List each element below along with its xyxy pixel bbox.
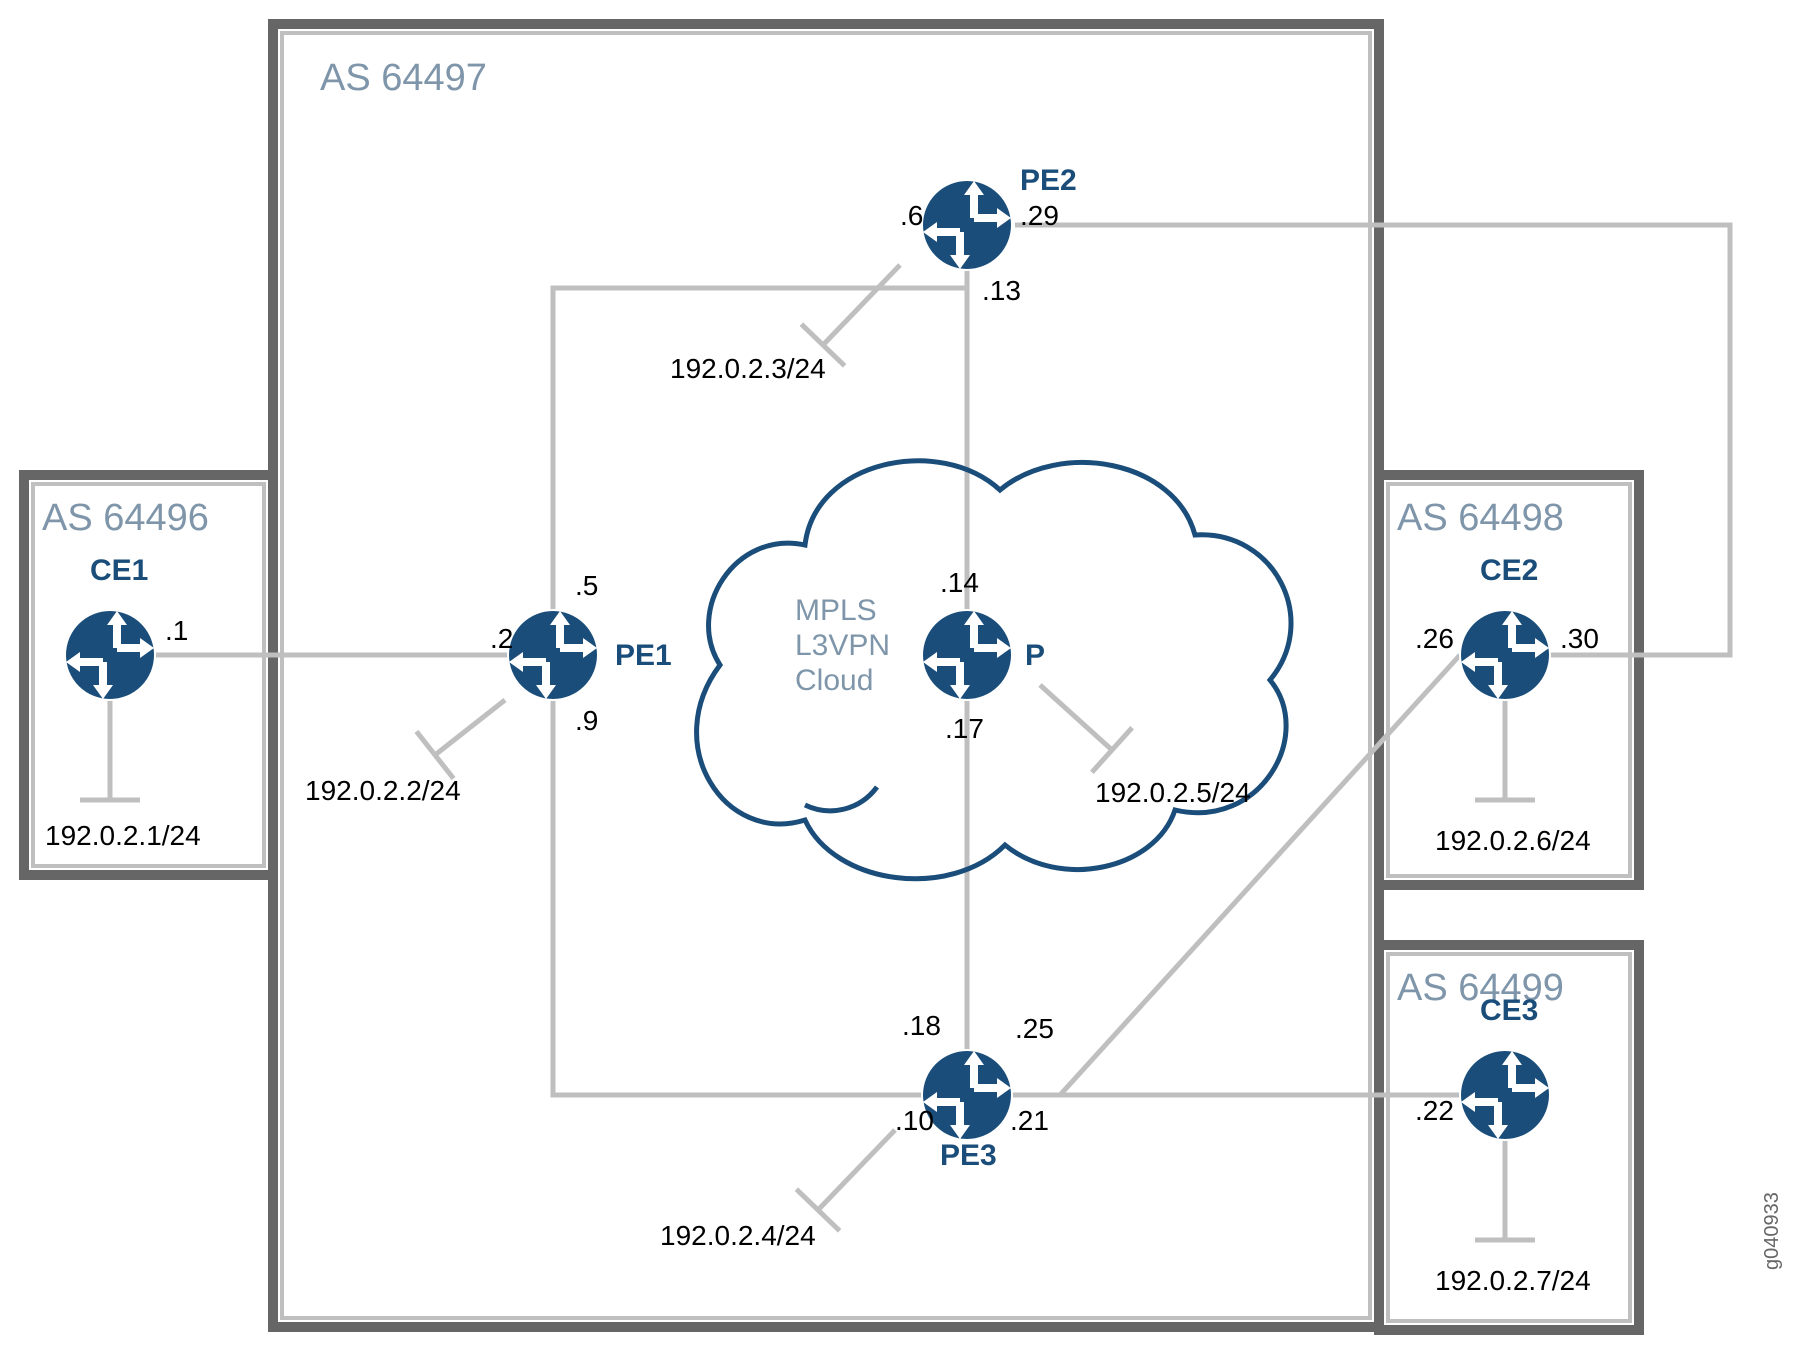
router-icon-P — [922, 610, 1012, 700]
iface-label-13: .26 — [1415, 623, 1454, 654]
device-label-PE2: PE2 — [1020, 164, 1077, 197]
loopback-stem-PE3 — [818, 1130, 895, 1210]
iface-label-12: .21 — [1010, 1105, 1049, 1136]
iface-label-6: .13 — [982, 275, 1021, 306]
iface-label-2: .5 — [575, 570, 598, 601]
subnet-label-PE3: 192.0.2.4/24 — [660, 1220, 816, 1251]
cloud-label-2: Cloud — [795, 664, 873, 697]
router-icon-PE1 — [508, 610, 598, 700]
subnet-label-P: 192.0.2.5/24 — [1095, 777, 1251, 808]
cloud-curl — [805, 787, 877, 811]
as-label-as64497: AS 64497 — [320, 57, 487, 99]
subnet-label-CE2: 192.0.2.6/24 — [1435, 825, 1591, 856]
device-label-CE3: CE3 — [1480, 994, 1538, 1027]
router-icon-CE1 — [65, 610, 155, 700]
router-icon-CE3 — [1460, 1050, 1550, 1140]
iface-label-8: .17 — [945, 713, 984, 744]
network-diagram: AS 64496AS 64497AS 64498AS 64499CE1PE1PE… — [0, 0, 1800, 1350]
iface-label-9: .18 — [902, 1010, 941, 1041]
router-icon-PE3 — [922, 1050, 1012, 1140]
loopback-stem-P — [1040, 685, 1112, 750]
iface-label-10: .25 — [1015, 1013, 1054, 1044]
image-id: g040933 — [1761, 1192, 1783, 1270]
iface-label-15: .22 — [1415, 1095, 1454, 1126]
device-label-PE1: PE1 — [615, 639, 672, 672]
as-label-as64498: AS 64498 — [1397, 497, 1564, 539]
iface-label-3: .9 — [575, 705, 598, 736]
as-label-as64496: AS 64496 — [42, 497, 209, 539]
device-label-PE3: PE3 — [940, 1139, 997, 1172]
link-PE2-CE2 — [1015, 225, 1730, 655]
subnet-label-CE1: 192.0.2.1/24 — [45, 820, 201, 851]
iface-label-0: .1 — [165, 615, 188, 646]
iface-label-7: .14 — [940, 567, 979, 598]
loopback-stem-PE2 — [823, 265, 900, 345]
router-icon-CE2 — [1460, 610, 1550, 700]
iface-label-14: .30 — [1560, 623, 1599, 654]
iface-label-1: .2 — [490, 623, 513, 654]
cloud-label-1: L3VPN — [795, 629, 890, 662]
loopback-bar-PE1 — [416, 731, 453, 778]
iface-label-4: .6 — [900, 200, 923, 231]
router-icon-PE2 — [922, 180, 1012, 270]
device-label-CE1: CE1 — [90, 554, 148, 587]
device-label-CE2: CE2 — [1480, 554, 1538, 587]
subnet-label-PE2: 192.0.2.3/24 — [670, 353, 826, 384]
loopback-stem-PE1 — [435, 700, 505, 755]
device-label-P: P — [1025, 639, 1045, 672]
iface-label-5: .29 — [1020, 200, 1059, 231]
subnet-label-CE3: 192.0.2.7/24 — [1435, 1265, 1591, 1296]
link-PE1-PE2 — [553, 288, 967, 655]
subnet-label-PE1: 192.0.2.2/24 — [305, 775, 461, 806]
cloud-label-0: MPLS — [795, 594, 877, 627]
iface-label-11: .10 — [895, 1105, 934, 1136]
